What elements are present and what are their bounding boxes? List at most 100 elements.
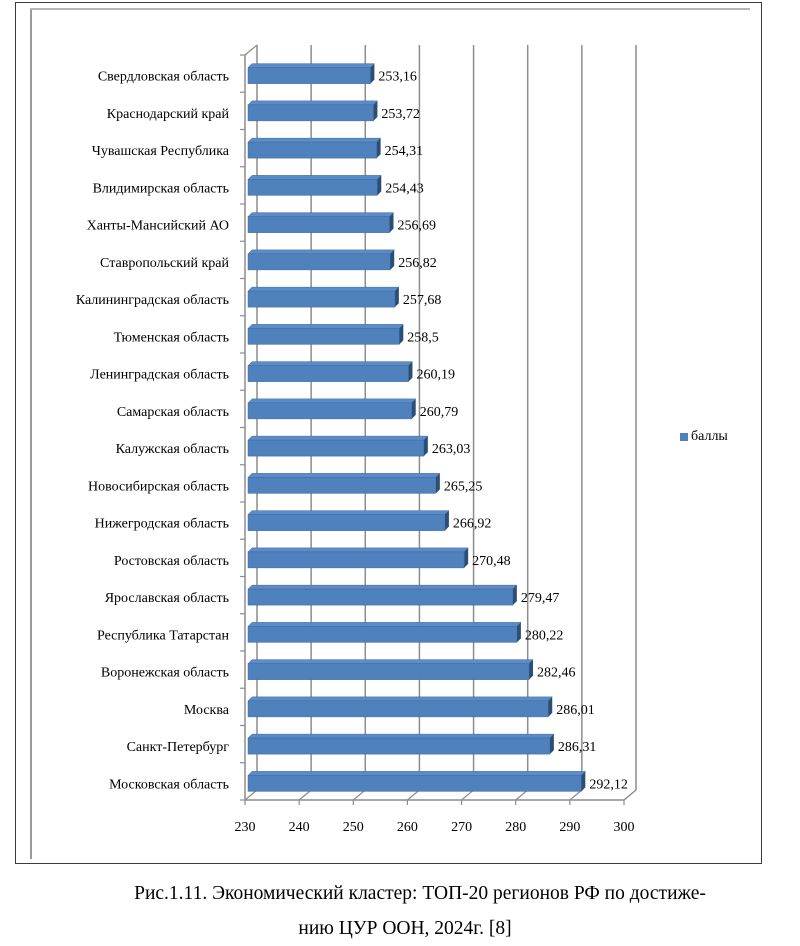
bar-end bbox=[548, 696, 553, 717]
x-tick-label: 260 bbox=[397, 820, 418, 835]
bar bbox=[247, 141, 377, 159]
data-label: 256,82 bbox=[398, 256, 437, 271]
data-label: 270,48 bbox=[472, 554, 511, 569]
bar-end bbox=[529, 659, 534, 680]
category-label: Московская область bbox=[109, 777, 229, 792]
bar bbox=[247, 328, 400, 345]
x-tick-label: 250 bbox=[343, 820, 364, 835]
bar bbox=[247, 365, 409, 382]
data-label: 253,72 bbox=[381, 107, 420, 122]
category-label: Ставропольский край bbox=[100, 256, 229, 271]
bars bbox=[247, 63, 586, 792]
bar-end bbox=[390, 249, 395, 270]
bar bbox=[247, 514, 446, 531]
bar-end bbox=[581, 771, 586, 792]
bar bbox=[247, 439, 425, 457]
bar-end bbox=[370, 63, 375, 84]
bar-end bbox=[399, 324, 404, 345]
bar bbox=[247, 216, 390, 233]
bar-end bbox=[464, 547, 469, 568]
bar-top bbox=[247, 63, 375, 68]
bar-end bbox=[377, 175, 382, 196]
bar-top bbox=[247, 137, 382, 143]
category-label: Калининградская область bbox=[76, 293, 229, 308]
bar-top bbox=[247, 473, 441, 478]
floor-gridline bbox=[244, 789, 258, 801]
category-label: Ханты-Мансийский АО bbox=[87, 219, 229, 234]
bar bbox=[247, 477, 437, 494]
category-label: Тюменская область bbox=[114, 330, 229, 345]
x-tick-label: 270 bbox=[451, 820, 472, 835]
bar-top bbox=[247, 584, 518, 590]
data-label: 279,47 bbox=[521, 591, 560, 606]
x-tick-label: 290 bbox=[559, 820, 580, 835]
bar-top bbox=[247, 324, 404, 329]
bar bbox=[247, 626, 518, 643]
data-label: 292,12 bbox=[589, 777, 628, 792]
category-label: Ростовская область bbox=[114, 554, 229, 569]
bar bbox=[247, 551, 465, 569]
floor-gridline bbox=[515, 789, 529, 801]
bar-end bbox=[516, 622, 521, 643]
bar-top bbox=[247, 659, 534, 664]
bar-end bbox=[444, 510, 449, 531]
floor-gridline bbox=[569, 789, 583, 801]
data-label: 254,43 bbox=[385, 181, 424, 196]
category-label: Свердловская область bbox=[98, 70, 229, 85]
floor-gridline bbox=[298, 789, 312, 801]
category-label: Чувашская Республика bbox=[92, 144, 230, 159]
bar-top bbox=[247, 398, 417, 404]
bar-chart: 230 240 250 260 270 280 290 300 253,16 Свердловск… bbox=[76, 44, 637, 835]
category-label: Республика Татарстан bbox=[97, 628, 230, 643]
bar-top bbox=[247, 622, 522, 627]
data-label: 260,79 bbox=[420, 405, 459, 420]
category-label: Ярославская область bbox=[105, 591, 229, 606]
caption-line-2: нию ЦУР ООН, 2024г. [8] bbox=[298, 918, 512, 939]
floor-gridline bbox=[461, 789, 474, 801]
bar-end bbox=[389, 212, 394, 233]
data-label: 263,03 bbox=[432, 442, 471, 457]
bar-top bbox=[247, 510, 450, 515]
legend-label: баллы bbox=[691, 429, 728, 444]
bar bbox=[247, 588, 514, 606]
bar bbox=[247, 290, 396, 308]
figure-caption: Рис.1.11. Экономический кластер: ТОП-20 … bbox=[0, 876, 800, 946]
category-label: Ленинградская область bbox=[90, 368, 229, 383]
category-label: Краснодарский край bbox=[107, 107, 230, 122]
data-label: 254,31 bbox=[385, 144, 424, 159]
bar-top bbox=[247, 771, 586, 776]
data-label: 280,22 bbox=[525, 628, 564, 643]
bar bbox=[247, 663, 530, 680]
category-label: Москва bbox=[184, 703, 230, 718]
axes bbox=[240, 44, 637, 805]
bar-end bbox=[411, 398, 416, 419]
category-label: Санкт-Петербург bbox=[127, 740, 230, 755]
category-label: Самарская область bbox=[117, 405, 229, 420]
category-label: Воронежская область bbox=[101, 666, 229, 681]
data-label: 260,19 bbox=[416, 368, 455, 383]
bar-top bbox=[247, 547, 469, 553]
bar-end bbox=[394, 287, 399, 308]
bar-end bbox=[435, 473, 440, 494]
bar-end bbox=[423, 436, 428, 457]
legend-swatch bbox=[680, 433, 688, 441]
x-tick-label: 230 bbox=[235, 820, 256, 835]
floor-gridline bbox=[352, 789, 366, 801]
bar-end bbox=[373, 100, 378, 121]
bar-end bbox=[376, 138, 381, 159]
bar-top bbox=[247, 696, 553, 702]
x-tick-label: 280 bbox=[505, 820, 526, 835]
bar-top bbox=[247, 212, 395, 217]
bar bbox=[247, 775, 582, 792]
bar bbox=[247, 104, 374, 122]
category-label: Нижегродская область bbox=[95, 517, 229, 532]
data-label: 286,31 bbox=[558, 740, 597, 755]
data-label: 257,68 bbox=[403, 293, 442, 308]
bar bbox=[247, 253, 391, 271]
bar-top bbox=[247, 175, 382, 180]
bar-end bbox=[408, 361, 413, 382]
bar-end bbox=[512, 585, 517, 606]
bar bbox=[247, 179, 378, 196]
bar bbox=[247, 67, 371, 84]
data-label: 258,5 bbox=[407, 330, 439, 345]
